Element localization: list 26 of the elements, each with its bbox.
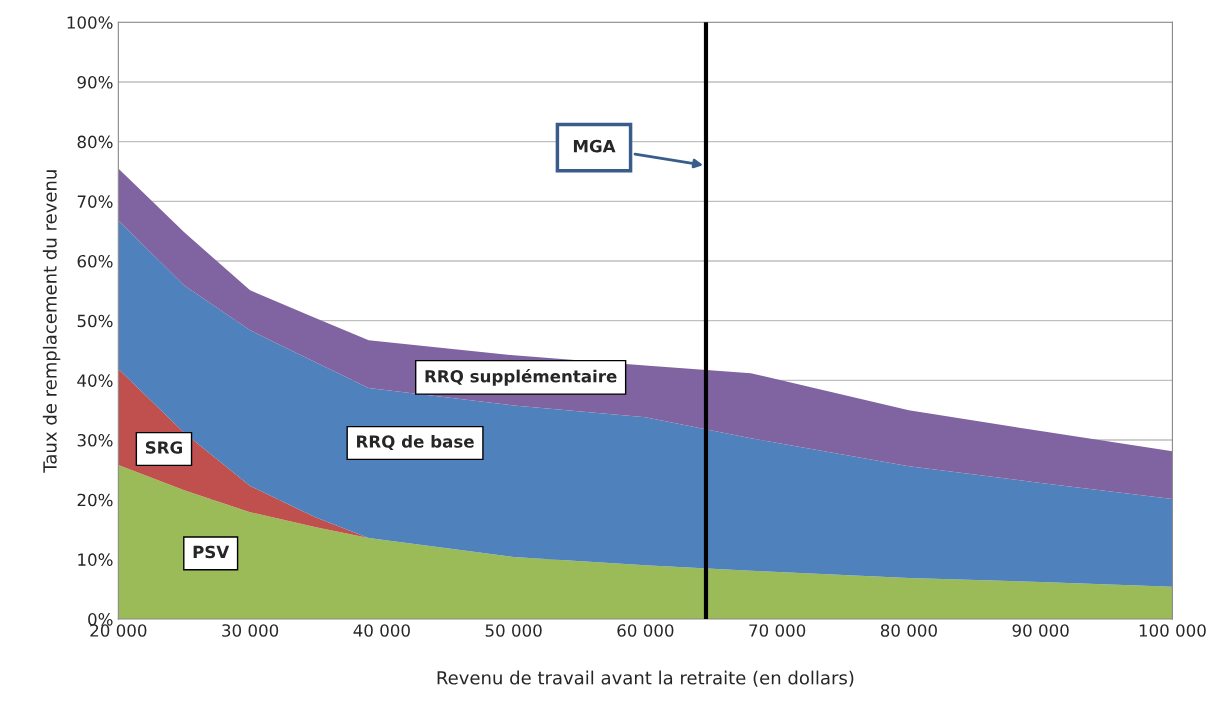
y-tick-label: 70% <box>77 195 113 208</box>
series-label: PSV <box>193 545 230 559</box>
y-tick-label: 90% <box>77 75 113 89</box>
y-tick-label: 80% <box>77 135 113 149</box>
x-tick-label: 90 000 <box>1012 624 1069 637</box>
series-label: SRG <box>145 441 182 454</box>
y-tick-label: 40% <box>77 374 113 387</box>
x-tick-label: 60 000 <box>617 624 674 637</box>
x-tick-label: 30 000 <box>222 624 279 637</box>
y-tick-label: 100% <box>67 16 113 29</box>
ref-line-label: MGA <box>573 139 616 153</box>
x-tick-label: 40 000 <box>353 624 410 637</box>
x-tick-label: 50 000 <box>485 624 542 637</box>
series-label: RRQ de base <box>357 434 474 451</box>
y-tick-label: 50% <box>77 314 113 328</box>
y-tick-label: 30% <box>77 433 113 447</box>
y-axis-title: Taux de remplacement du revenu <box>42 170 61 473</box>
x-tick-label: 80 000 <box>880 624 937 637</box>
y-tick-label: 10% <box>78 553 113 566</box>
series-label: RRQ supplémentaire <box>425 368 617 386</box>
x-tick-label: 100 000 <box>1139 624 1206 637</box>
y-tick-label: 0% <box>88 613 113 626</box>
x-axis-title: Revenu de travail avant la retraite (en dollars) <box>437 670 854 687</box>
x-tick-label: 70 000 <box>749 624 806 637</box>
y-tick-label: 60% <box>77 254 113 268</box>
y-tick-label: 20% <box>77 493 113 507</box>
